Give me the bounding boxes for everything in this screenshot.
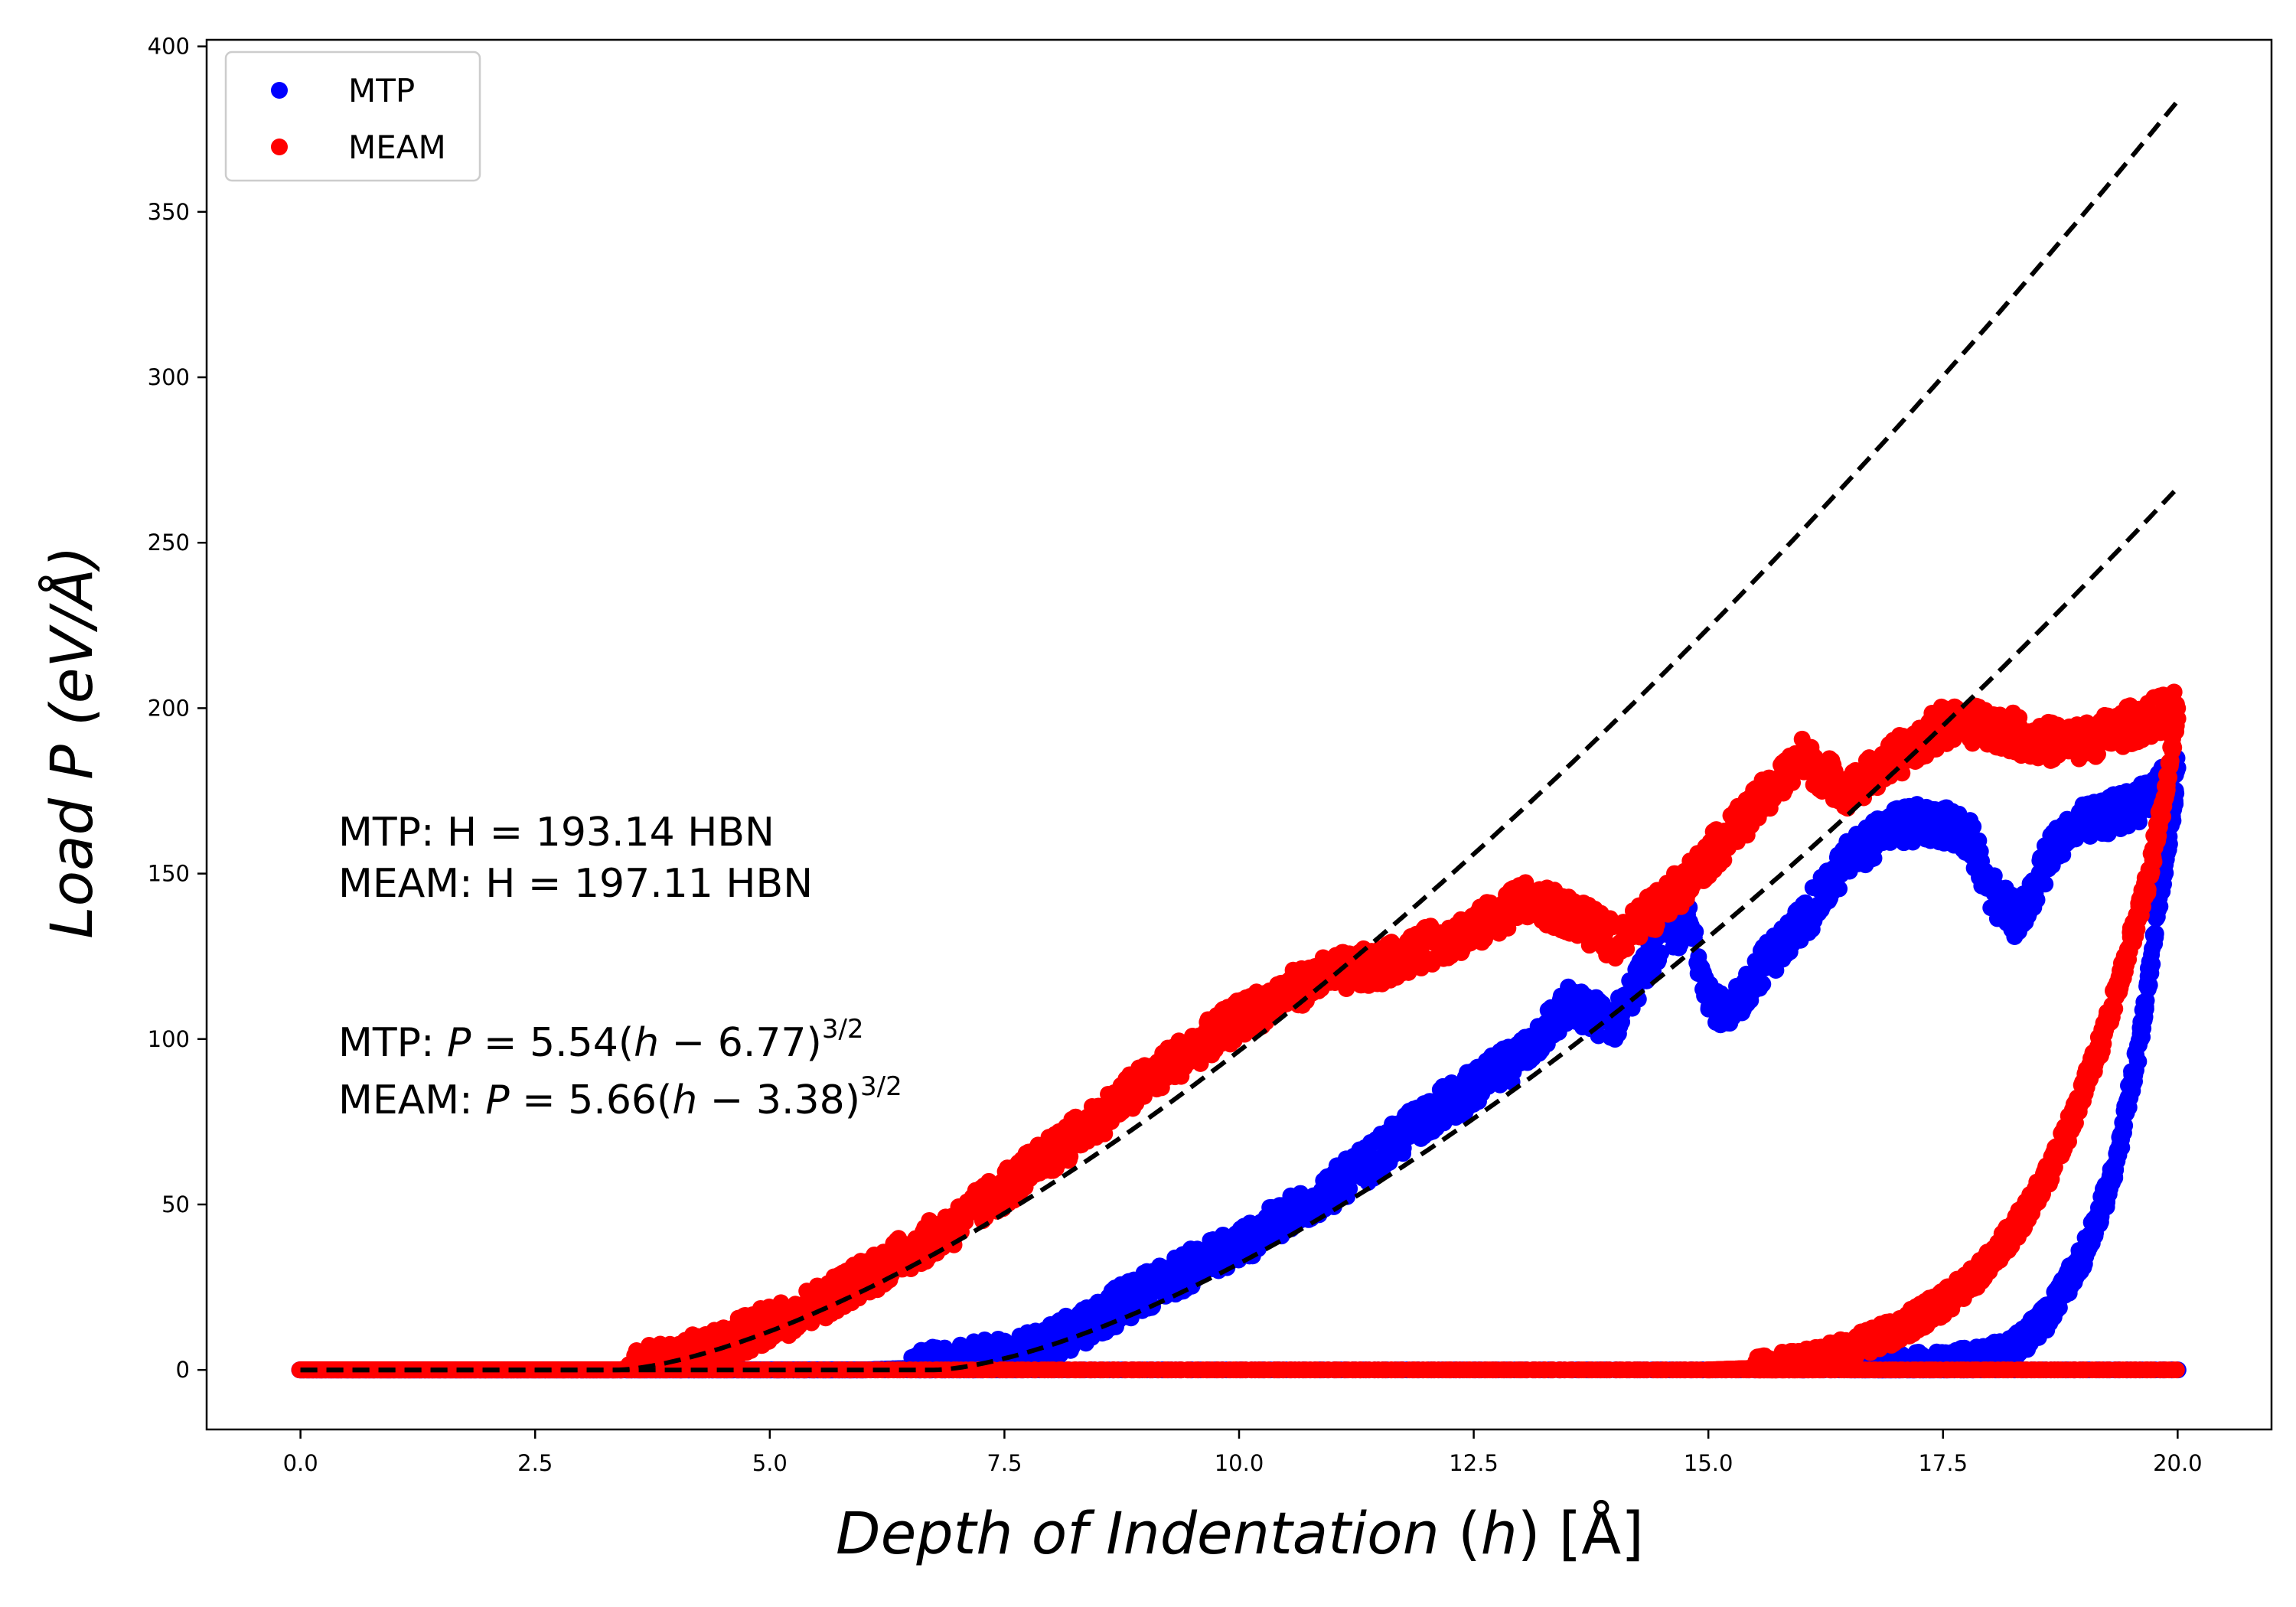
scatter-point [1685,929,1703,947]
scatter-point [2147,925,2164,943]
scatter-point [2151,898,2169,915]
scatter-point [1341,1180,1358,1198]
scatter-point [2037,875,2054,893]
scatter-point [1629,990,1647,1008]
scatter-point [2167,1361,2185,1379]
scatter-point [1831,880,1848,898]
scatter-point [2144,955,2161,973]
scatter-point [2028,891,2046,908]
scatter-point [2129,1052,2147,1070]
scatter-point [1652,944,1670,962]
scatter-point [1754,975,1772,993]
